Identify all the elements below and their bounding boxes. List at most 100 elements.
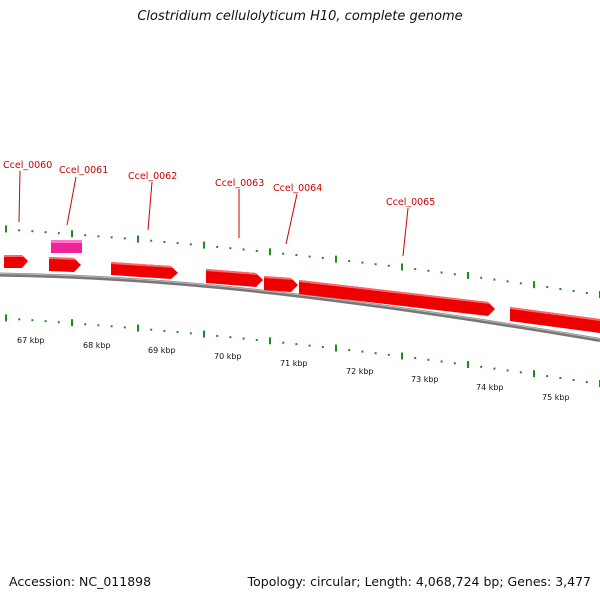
upper-tick-track: [5, 225, 600, 298]
minor-tick: [361, 261, 364, 264]
gene-highlight: [206, 269, 258, 275]
minor-tick: [255, 338, 258, 341]
minor-tick: [387, 264, 390, 267]
minor-tick: [414, 357, 417, 360]
gene-feature-arrow[interactable]: [49, 257, 81, 272]
gene-feature-arrow[interactable]: [299, 280, 495, 316]
minor-tick: [414, 268, 417, 271]
rna-feature[interactable]: [51, 240, 82, 253]
minor-tick: [229, 247, 232, 250]
minor-tick: [110, 325, 113, 328]
gene-highlight: [4, 255, 24, 257]
minor-tick: [84, 323, 87, 326]
gene-feature-arrow[interactable]: [510, 307, 600, 333]
gene-label-ccel-0063[interactable]: Ccel_0063: [215, 178, 264, 189]
gene-label-ccel-0060[interactable]: Ccel_0060: [3, 160, 52, 171]
gene-label-ccel-0062[interactable]: Ccel_0062: [128, 171, 177, 182]
major-tick: [203, 330, 205, 338]
minor-tick: [427, 358, 430, 361]
minor-tick: [255, 249, 258, 252]
minor-tick: [440, 360, 443, 363]
gene-features: [4, 240, 600, 333]
lower-tick-track: [5, 314, 600, 387]
minor-tick: [546, 375, 549, 378]
genome-backbone: [0, 272, 600, 342]
minor-tick: [123, 237, 126, 240]
gene-highlight: [299, 280, 490, 304]
minor-tick: [123, 326, 126, 329]
major-tick: [335, 255, 337, 263]
scale-label-72: 72 kbp: [346, 367, 374, 376]
gene-label-ccel-0064[interactable]: Ccel_0064: [273, 183, 322, 194]
minor-tick: [572, 290, 575, 292]
minor-tick: [387, 353, 390, 356]
minor-tick: [31, 230, 34, 233]
major-tick: [533, 370, 535, 378]
minor-tick: [216, 245, 219, 248]
minor-tick: [150, 328, 153, 331]
minor-tick: [229, 336, 232, 339]
minor-tick: [216, 334, 219, 337]
major-tick: [269, 248, 271, 256]
minor-tick: [282, 341, 285, 344]
scale-label-75: 75 kbp: [542, 393, 570, 402]
gene-labels: Ccel_0060 Ccel_0061 Ccel_0062 Ccel_0063 …: [3, 160, 435, 208]
minor-tick: [242, 248, 245, 251]
minor-tick: [97, 235, 100, 238]
major-tick: [137, 235, 139, 243]
minor-tick: [374, 263, 377, 266]
major-tick: [533, 281, 535, 289]
scale-labels: 67 kbp 68 kbp 69 kbp 70 kbp 71 kbp 72 kb…: [17, 336, 570, 402]
gene-label-ccel-0061[interactable]: Ccel_0061: [59, 165, 108, 176]
minor-tick: [150, 239, 153, 242]
minor-tick: [97, 324, 100, 327]
minor-tick: [308, 255, 311, 258]
scale-label-73: 73 kbp: [411, 375, 439, 384]
minor-tick: [572, 379, 575, 381]
minor-tick: [176, 242, 179, 245]
major-tick: [137, 324, 139, 332]
minor-tick: [506, 369, 509, 372]
minor-tick: [506, 280, 509, 283]
scale-label-71: 71 kbp: [280, 359, 308, 368]
minor-tick: [18, 229, 21, 232]
minor-tick: [559, 288, 562, 290]
minor-tick: [453, 362, 456, 365]
gene-highlight: [111, 262, 173, 268]
minor-tick: [321, 257, 324, 259]
minor-tick: [57, 232, 60, 235]
minor-tick: [44, 231, 47, 234]
major-tick: [5, 314, 7, 322]
minor-tick: [57, 321, 60, 324]
major-tick: [269, 337, 271, 345]
minor-tick: [189, 243, 192, 246]
minor-tick: [295, 254, 298, 257]
minor-tick: [242, 337, 245, 340]
major-tick: [467, 272, 469, 279]
genome-map-title: Clostridium cellulolyticum H10, complete…: [137, 9, 463, 24]
gene-label-ccel-0065[interactable]: Ccel_0065: [386, 197, 435, 208]
major-tick: [335, 344, 337, 352]
minor-tick: [163, 240, 166, 243]
minor-tick: [84, 234, 87, 237]
gene-feature-arrow[interactable]: [264, 276, 298, 292]
minor-tick: [374, 352, 377, 355]
gene-label-leaders: [18, 170, 409, 257]
minor-tick: [519, 282, 522, 285]
scale-label-68: 68 kbp: [83, 341, 111, 350]
minor-tick: [546, 286, 549, 289]
minor-tick: [163, 329, 166, 332]
minor-tick: [348, 260, 351, 263]
scale-label-70: 70 kbp: [214, 352, 242, 361]
major-tick: [71, 230, 73, 238]
minor-tick: [348, 349, 351, 352]
gene-feature-arrow[interactable]: [4, 255, 28, 268]
minor-tick: [282, 252, 285, 255]
minor-tick: [321, 346, 324, 348]
scale-label-67: 67 kbp: [17, 336, 45, 345]
minor-tick: [519, 371, 522, 374]
gene-highlight: [510, 307, 600, 321]
minor-tick: [585, 292, 588, 294]
rna-feature-highlight: [51, 240, 82, 243]
